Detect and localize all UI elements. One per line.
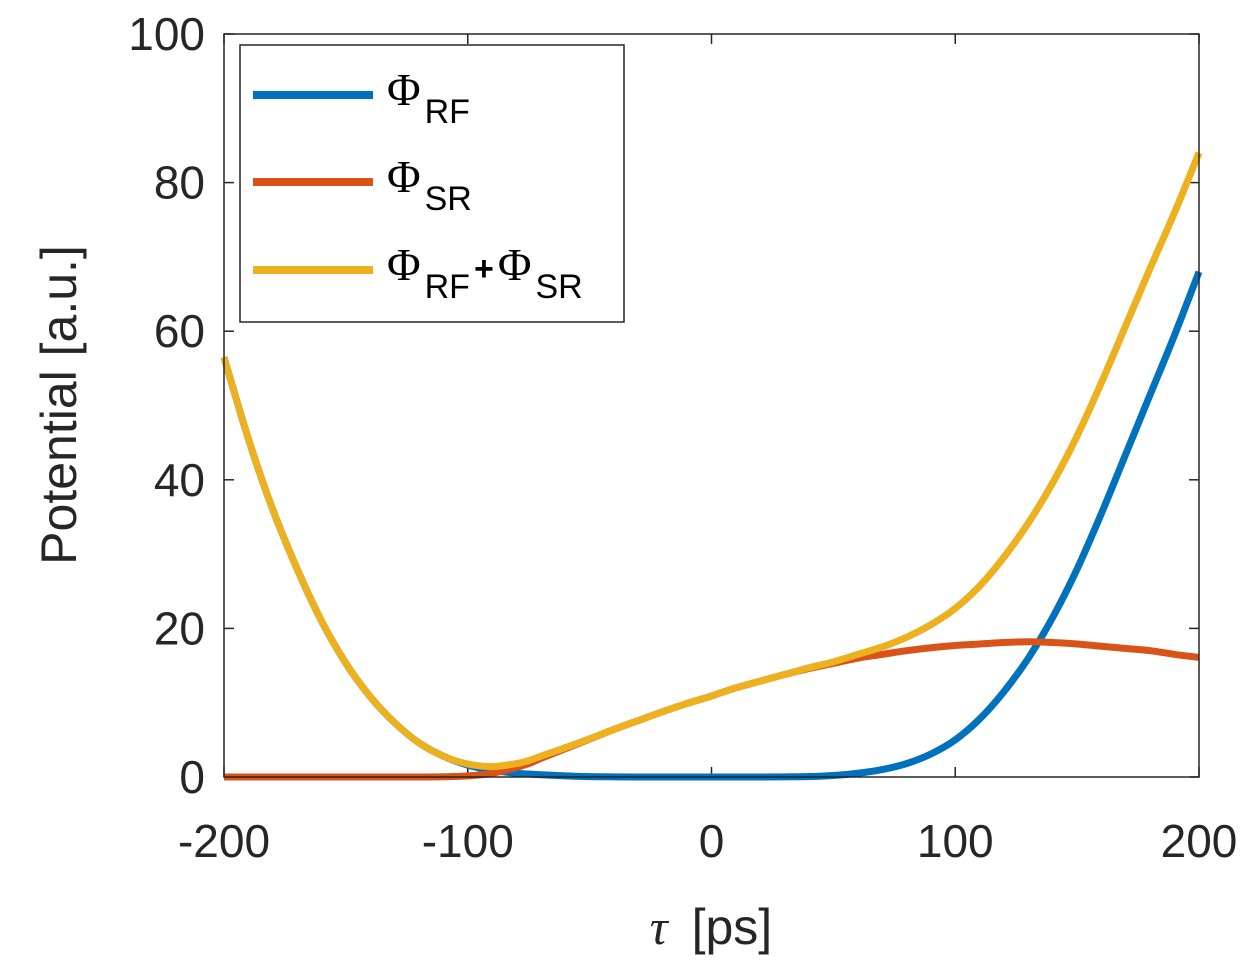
legend-label-rf: Φ RF — [387, 64, 470, 131]
y-tick-label: 60 — [154, 305, 205, 357]
plot-frame — [223, 33, 1200, 778]
y-tick-label: 40 — [154, 454, 205, 506]
legend-label-sum: Φ RF + Φ SR — [387, 239, 583, 306]
legend-label-sum-sub2: SR — [535, 268, 582, 306]
legend-label-sr-main: Φ — [387, 151, 421, 202]
x-tick-label: -200 — [178, 815, 270, 867]
y-axis-title: Potential [a.u.] — [31, 245, 87, 565]
legend-label-sr-sub: SR — [425, 180, 472, 218]
y-axis-tick-labels: 0 20 40 60 80 100 — [128, 8, 205, 803]
x-tick-label: 100 — [917, 815, 994, 867]
legend-label-sr: Φ SR — [387, 151, 472, 218]
x-axis-unit: [ps] — [692, 899, 773, 955]
legend: Φ RF Φ SR Φ RF + Φ SR — [239, 44, 625, 323]
legend-label-sum-plus: + — [474, 250, 494, 288]
legend-label-rf-main: Φ — [387, 64, 421, 115]
y-tick-label: 80 — [154, 157, 205, 209]
x-tick-label: -100 — [422, 815, 514, 867]
y-tick-label: 100 — [128, 8, 205, 60]
series-line-rf-plus-sr — [220, 151, 1203, 771]
x-axis-symbol: τ — [650, 899, 670, 955]
x-tick-label: 0 — [699, 815, 725, 867]
x-axis-tick-labels: -200 -100 0 100 200 — [178, 815, 1237, 867]
legend-label-sum-main1: Φ — [387, 239, 421, 290]
legend-label-rf-sub: RF — [425, 93, 470, 131]
x-axis-title: τ [ps] — [650, 899, 772, 955]
legend-label-sum-main2: Φ — [498, 239, 532, 290]
legend-label-sum-sub1: RF — [425, 268, 470, 306]
y-tick-label: 0 — [179, 751, 205, 803]
x-tick-label: 200 — [1161, 815, 1238, 867]
y-tick-label: 20 — [154, 602, 205, 654]
